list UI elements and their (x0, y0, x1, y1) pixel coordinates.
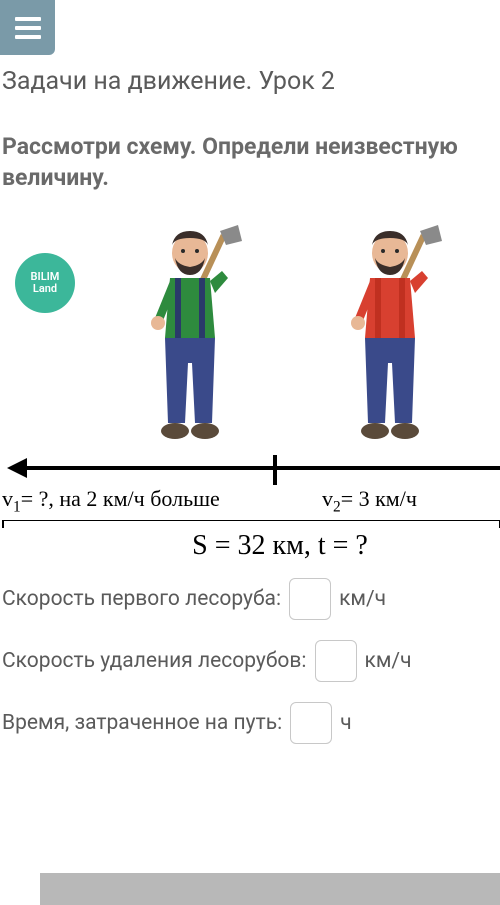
distance-bracket (2, 520, 500, 528)
answer-row-1: Скорость первого лесоруба: км/ч (2, 578, 500, 620)
badge-line2: Land (31, 283, 60, 295)
answer-2-label: Скорость удаления лесорубов: (2, 649, 307, 673)
answer-3-label: Время, затраченное на путь: (2, 711, 282, 735)
lumberjack-1 (120, 223, 260, 453)
answer-1-input[interactable] (289, 578, 331, 620)
answer-1-unit: км/ч (339, 587, 386, 611)
page-title: Задачи на движение. Урок 2 (2, 67, 500, 96)
v2-label: v2= 3 км/ч (322, 486, 417, 516)
v1-label: v1= ?, на 2 км/ч больше (2, 486, 220, 516)
answer-row-3: Время, затраченное на путь: ч (2, 702, 500, 744)
answer-3-unit: ч (340, 711, 351, 735)
task-instruction: Рассмотри схему. Определи неизвестную ве… (2, 131, 500, 193)
answer-1-label: Скорость первого лесоруба: (2, 587, 281, 611)
answers-section: Скорость первого лесоруба: км/ч Скорость… (0, 578, 500, 744)
menu-button[interactable] (0, 0, 55, 55)
answer-2-input[interactable] (315, 640, 357, 682)
answer-row-2: Скорость удаления лесорубов: км/ч (2, 640, 500, 682)
lumberjack-2 (320, 223, 460, 453)
s-t-label: S = 32 км, t = ? (0, 530, 500, 562)
hamburger-icon (15, 17, 41, 39)
answer-3-input[interactable] (290, 702, 332, 744)
footer-bar (40, 873, 500, 905)
bilim-badge: BILIM Land (15, 253, 75, 313)
answer-2-unit: км/ч (365, 649, 412, 673)
diagram-area: BILIM Land (0, 218, 500, 568)
